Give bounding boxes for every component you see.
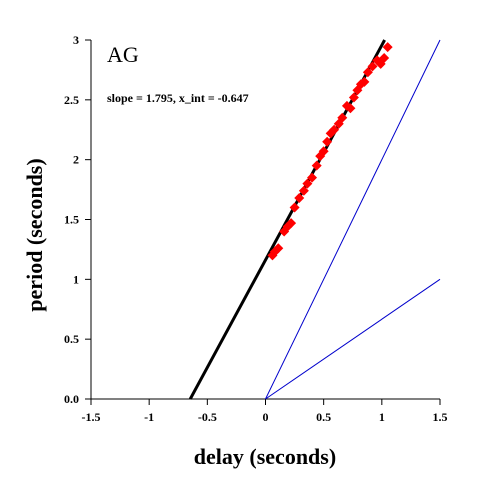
fit-annotation: slope = 1.795, x_int = -0.647: [107, 91, 249, 105]
y-axis-title: period (seconds): [22, 158, 47, 311]
y-tick-label: 3: [73, 33, 79, 47]
y-tick-label: 2: [73, 153, 79, 167]
data-point: [322, 136, 333, 147]
y-tick-label: 2.5: [64, 93, 79, 107]
data-point: [311, 160, 322, 171]
y-tick-label: 1.5: [64, 213, 79, 227]
x-tick-label: 0: [263, 410, 269, 424]
x-tick-label: -1.5: [82, 410, 101, 424]
data-point: [302, 178, 313, 189]
data-point: [289, 202, 300, 213]
reference-line-slope-2: [265, 39, 441, 400]
x-tick-label: 0.5: [316, 410, 331, 424]
data-point: [294, 192, 305, 203]
y-tick-label: 0.5: [64, 332, 79, 346]
x-tick-label: -0.5: [198, 410, 217, 424]
plot-area: -1.5 -1 -0.5 0 0.5 1 1.5 0.0 0.5 1 1.5 2 2.5 3: [64, 33, 448, 424]
x-tick-label: 1.5: [433, 410, 448, 424]
data-point: [329, 124, 340, 135]
chart-title: AG: [107, 42, 139, 67]
y-tick-label: 0.0: [64, 392, 79, 406]
data-point: [348, 92, 359, 103]
x-axis-title: delay (seconds): [194, 444, 336, 469]
y-tick-label: 1: [73, 272, 79, 286]
reference-line-slope-0.667: [265, 278, 441, 400]
data-point: [382, 42, 393, 53]
data-point: [367, 61, 378, 72]
data-point: [273, 243, 284, 254]
data-point: [286, 218, 297, 229]
data-point: [359, 76, 370, 87]
x-tick-label: 1: [379, 410, 385, 424]
data-point: [307, 172, 318, 183]
data-point: [345, 103, 356, 114]
data-point: [362, 67, 373, 78]
data-point: [318, 146, 329, 157]
data-point: [379, 52, 390, 63]
data-point: [337, 112, 348, 123]
x-tick-label: -1: [144, 410, 154, 424]
data-point: [298, 185, 309, 196]
